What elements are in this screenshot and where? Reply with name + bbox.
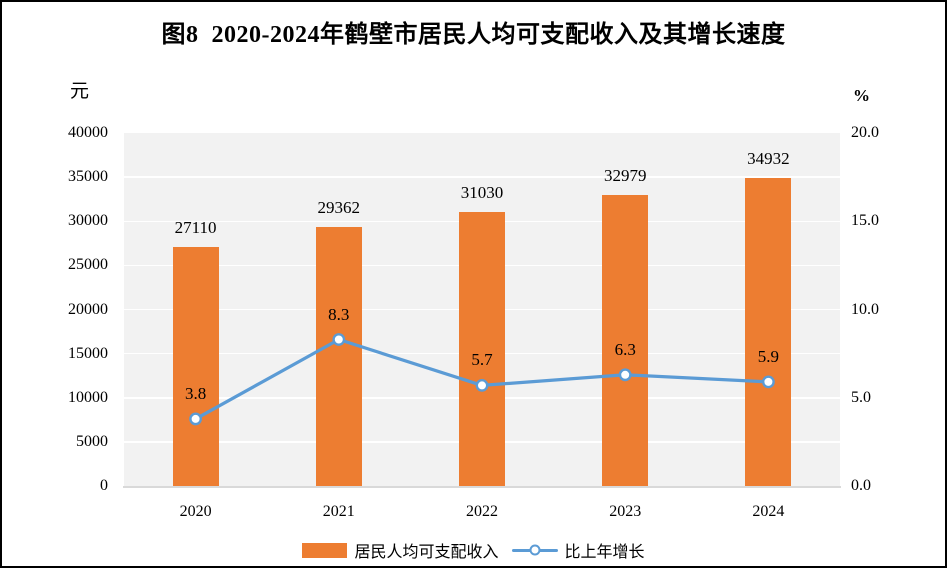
left-axis-tick-label: 40000 [68, 124, 108, 141]
bar-value-label: 34932 [747, 148, 790, 168]
bar-2024 [745, 177, 792, 486]
left-axis-tick-label: 20000 [68, 300, 108, 318]
legend-bar-swatch-icon [302, 542, 348, 558]
left-axis-tick-label: 0 [100, 477, 108, 494]
left-axis-tick-label: 10000 [68, 388, 108, 406]
right-axis-tick-label: 20.0 [851, 124, 879, 141]
left-axis-tick-label: 15000 [68, 344, 108, 362]
left-axis-tick-label: 5000 [76, 432, 108, 450]
gridline [124, 176, 840, 178]
bar-2020 [172, 246, 219, 486]
legend-bar-label: 居民人均可支配收入 [354, 544, 499, 561]
bar-2022 [459, 212, 505, 486]
left-axis-tick-label: 30000 [68, 212, 108, 230]
left-axis-tick-label: 25000 [68, 256, 108, 274]
bar-value-label: 27110 [174, 217, 217, 237]
bar-value-label: 29362 [317, 197, 361, 217]
chart-title: 图8 2020-2024年鹤壁市居民人均可支配收入及其增长速度 [161, 22, 786, 48]
right-axis-tick-label: 0.0 [851, 477, 871, 494]
legend-line-marker-icon [529, 544, 540, 556]
legend-line-swatch-icon [511, 544, 558, 557]
line-value-label: 5.7 [471, 350, 493, 370]
x-axis-label-2023: 2023 [609, 503, 642, 520]
left-axis-tick-label: 35000 [68, 168, 108, 186]
bar-value-label: 32979 [603, 165, 647, 185]
bar-value-label: 31030 [460, 183, 504, 203]
line-value-label: 6.3 [614, 339, 636, 359]
x-axis-label-2020: 2020 [179, 503, 212, 520]
x-axis-line [123, 486, 841, 488]
bar-2021 [315, 226, 362, 486]
line-value-label: 5.9 [757, 346, 780, 366]
legend-line-label: 比上年增长 [564, 544, 645, 561]
x-axis-label-2024: 2024 [752, 503, 785, 520]
chart-legend: 居民人均可支配收入 比上年增长 [2, 539, 945, 561]
right-axis-tick-label: 10.0 [851, 300, 879, 318]
x-axis-label-2022: 2022 [466, 503, 498, 520]
right-axis-unit: % [853, 86, 870, 105]
left-axis-unit: 元 [70, 81, 90, 102]
x-axis-label-2021: 2021 [322, 503, 355, 520]
line-value-label: 8.3 [328, 304, 350, 324]
right-axis-tick-label: 15.0 [851, 212, 879, 230]
right-axis-tick-label: 5.0 [851, 388, 871, 406]
line-value-label: 3.8 [184, 383, 207, 403]
